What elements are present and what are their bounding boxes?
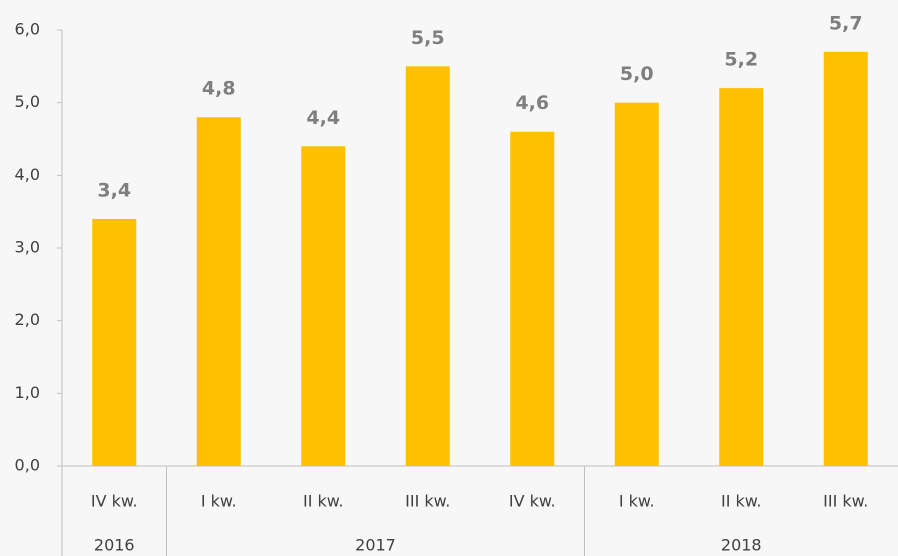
x-tick-label: II kw.: [721, 492, 762, 511]
x-tick-label: IV kw.: [91, 492, 138, 511]
x-tick-label: III kw.: [823, 492, 868, 511]
y-tick-label: 6,0: [15, 20, 40, 39]
x-tick-label: II kw.: [303, 492, 344, 511]
bar: [615, 103, 659, 466]
bar: [92, 219, 136, 466]
y-tick-label: 0,0: [15, 456, 40, 475]
bar: [510, 132, 554, 466]
group-label: 2016: [94, 536, 135, 555]
group-label: 2018: [721, 536, 762, 555]
bar: [406, 66, 450, 466]
value-label: 5,2: [724, 49, 758, 71]
y-tick-label: 3,0: [15, 238, 40, 257]
value-label: 4,8: [202, 78, 236, 100]
group-label: 2017: [355, 536, 396, 555]
chart: 0,0 1,0 2,0 3,0 4,0 5,0 6,0 IV kw. 3,4 I kw. 4,8 II…: [0, 0, 898, 556]
y-tick-label: 5,0: [15, 92, 40, 111]
value-label: 5,0: [620, 63, 654, 85]
bar: [197, 117, 241, 466]
value-label: 5,5: [411, 27, 445, 49]
x-tick-label: I kw.: [201, 492, 237, 511]
x-tick-label: IV kw.: [509, 492, 556, 511]
y-tick-label: 2,0: [15, 310, 40, 329]
page: {"chart_data": {"type": "bar", "categori…: [0, 0, 898, 556]
bar: [719, 88, 763, 466]
value-label: 5,7: [829, 12, 863, 34]
bar: [824, 52, 868, 466]
y-tick-label: 4,0: [15, 165, 40, 184]
x-tick-label: III kw.: [405, 492, 450, 511]
bar: [301, 146, 345, 466]
value-label: 4,4: [306, 107, 340, 129]
x-tick-label: I kw.: [619, 492, 655, 511]
value-label: 3,4: [97, 179, 131, 201]
value-label: 4,6: [515, 92, 549, 114]
y-tick-label: 1,0: [15, 383, 40, 402]
